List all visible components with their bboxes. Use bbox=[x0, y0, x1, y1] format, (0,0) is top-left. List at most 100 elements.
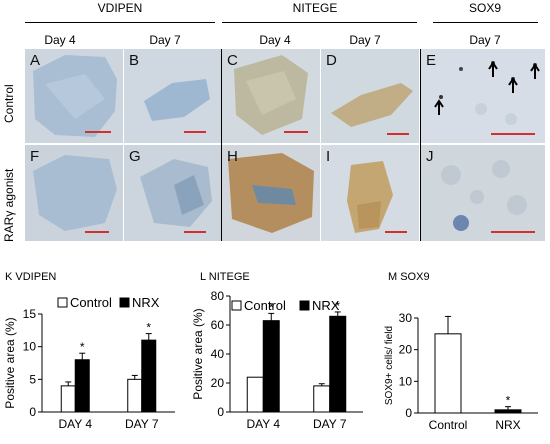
vdipen-bar-nrx-1 bbox=[141, 339, 157, 413]
panel-d: D bbox=[321, 49, 419, 143]
nitege-legend-label-1: NRX bbox=[312, 298, 340, 313]
sox9-y-tick-label: 30 bbox=[399, 311, 413, 325]
panel-label-d: D bbox=[326, 52, 337, 69]
chart-vdipen: Positive area (%) 0 5 10 15 DAY 4 * DAY 7 * Contr… bbox=[3, 295, 175, 431]
panel-h: H bbox=[222, 145, 320, 241]
day-label-c: Day 4 bbox=[259, 33, 291, 47]
chart-sox9: SOX9+ cells/ field 0 10 20 30 Control NRX * bbox=[384, 311, 538, 432]
vdipen-legend-label-0: Control bbox=[70, 295, 112, 310]
vdipen-y-tick-label: 15 bbox=[23, 307, 37, 321]
scale-bar-f bbox=[85, 231, 109, 233]
micrograph-grid: A B C D E F bbox=[25, 49, 545, 241]
vdipen-legend-label-1: NRX bbox=[132, 295, 160, 310]
sox9-x-tick-label: NRX bbox=[495, 418, 520, 432]
sox9-y-tick-label: 0 bbox=[405, 406, 412, 420]
panel-j: J bbox=[421, 145, 545, 241]
panel-label-g: G bbox=[129, 148, 141, 165]
scale-bar-j bbox=[491, 231, 535, 233]
group-divider-2 bbox=[420, 49, 421, 241]
sox9-y-axis-label: SOX9+ cells/ field bbox=[384, 326, 395, 405]
header-nitege-underline bbox=[222, 22, 417, 23]
vdipen-bar-control-1 bbox=[127, 378, 143, 413]
tissue-c bbox=[234, 55, 308, 135]
tissue-g bbox=[140, 159, 212, 227]
panel-label-a: A bbox=[30, 52, 41, 69]
cells-e bbox=[434, 61, 540, 125]
chart-title-l: L NITEGE bbox=[200, 271, 250, 283]
tissue-f bbox=[33, 155, 117, 231]
nitege-y-tick-label: 80 bbox=[211, 289, 225, 303]
sox9-y-tick-label: 20 bbox=[399, 343, 413, 357]
arrow-icon bbox=[488, 61, 498, 77]
panel-i: I bbox=[321, 145, 419, 241]
panel-label-i: I bbox=[326, 148, 331, 165]
sox9-significance-star: * bbox=[506, 394, 511, 408]
nitege-y-tick-label: 0 bbox=[217, 405, 224, 419]
vdipen-y-tick-label: 10 bbox=[23, 340, 37, 354]
header-sox9: SOX9 bbox=[468, 1, 501, 15]
nitege-significance-star: * bbox=[269, 300, 274, 314]
tissue-i bbox=[347, 161, 393, 233]
day-label-d: Day 7 bbox=[349, 33, 381, 47]
nitege-bar-control-1 bbox=[313, 385, 331, 413]
arrow-icon bbox=[530, 63, 540, 79]
scale-bar-i bbox=[385, 231, 407, 233]
vdipen-y-tick-label: 0 bbox=[29, 405, 36, 419]
vdipen-bar-nrx-0 bbox=[74, 359, 90, 413]
day-label-e: Day 7 bbox=[469, 33, 501, 47]
nitege-legend-swatch-0 bbox=[231, 300, 242, 311]
nitege-y-tick-label: 40 bbox=[211, 347, 225, 361]
vdipen-bar-control-0 bbox=[60, 385, 76, 413]
tissue-a bbox=[33, 55, 117, 137]
sox9-y-tick-label: 10 bbox=[399, 374, 413, 388]
row-label-control: Control bbox=[2, 84, 16, 123]
scale-bar-d bbox=[387, 133, 409, 135]
panel-label-f: F bbox=[30, 148, 40, 165]
header-nitege: NITEGE bbox=[292, 1, 338, 15]
vdipen-legend-swatch-0 bbox=[57, 297, 68, 308]
header-vdipen-underline bbox=[25, 22, 215, 23]
vdipen-y-tick-label: 5 bbox=[29, 372, 36, 386]
nitege-x-tick-label: DAY 7 bbox=[313, 417, 347, 431]
day-label-b: Day 7 bbox=[149, 33, 181, 47]
vdipen-x-tick-label: DAY 4 bbox=[58, 417, 92, 431]
scale-bar-g bbox=[184, 231, 206, 233]
scale-bar-e bbox=[491, 133, 535, 135]
nitege-legend-label-0: Control bbox=[244, 298, 286, 313]
panel-label-e: E bbox=[426, 52, 437, 69]
nitege-x-tick-label: DAY 4 bbox=[246, 417, 280, 431]
panel-label-c: C bbox=[227, 52, 238, 69]
chart-title-m: M SOX9 bbox=[388, 271, 430, 283]
nitege-bar-nrx-1 bbox=[329, 315, 347, 413]
nitege-legend-swatch-1 bbox=[299, 300, 310, 311]
panel-e: E bbox=[421, 49, 545, 143]
scale-bar-b bbox=[184, 131, 206, 133]
panel-g: G bbox=[124, 145, 221, 241]
arrow-icon bbox=[508, 77, 518, 93]
panel-label-b: B bbox=[129, 52, 140, 69]
sox9-bar-0 bbox=[434, 333, 462, 414]
nitege-y-axis-label: Positive area (%) bbox=[191, 308, 205, 399]
panel-c: C bbox=[222, 49, 320, 143]
vdipen-y-axis-label: Positive area (%) bbox=[3, 317, 17, 408]
header-sox9-underline bbox=[433, 22, 538, 23]
vdipen-significance-star: * bbox=[146, 321, 151, 335]
nitege-y-tick-label: 20 bbox=[211, 376, 225, 390]
panel-label-j: J bbox=[426, 148, 434, 165]
vdipen-significance-star: * bbox=[80, 340, 85, 354]
group-divider-1 bbox=[221, 49, 222, 241]
row-label-agonist: RARγ agonist bbox=[2, 168, 16, 242]
day-label-a: Day 4 bbox=[44, 33, 76, 47]
panel-label-h: H bbox=[227, 148, 238, 165]
arrow-icon bbox=[434, 99, 444, 115]
header-vdipen: VDIPEN bbox=[97, 1, 143, 15]
sox9-x-tick-label: Control bbox=[429, 418, 468, 432]
panel-f: F bbox=[25, 145, 123, 241]
vdipen-legend-swatch-1 bbox=[119, 297, 130, 308]
vdipen-x-tick-label: DAY 7 bbox=[125, 417, 159, 431]
panel-b: B bbox=[124, 49, 221, 143]
nitege-bar-control-0 bbox=[246, 376, 264, 413]
scale-bar-c bbox=[284, 131, 308, 133]
sox9-bar-1 bbox=[494, 409, 522, 414]
